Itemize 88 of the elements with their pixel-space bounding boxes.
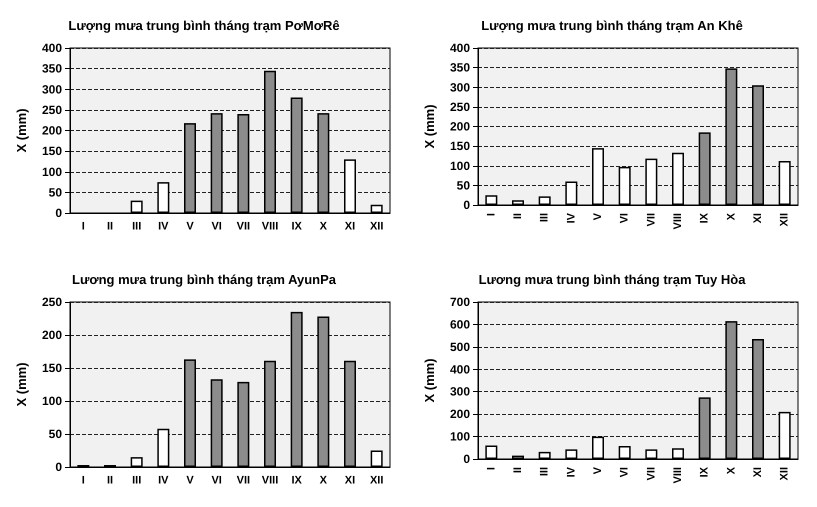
y-axis-title: X (mm) — [14, 108, 29, 153]
x-tick-label: III — [132, 220, 142, 232]
y-tick-label: 50 — [48, 426, 62, 440]
y-tick-label: 250 — [42, 102, 62, 117]
chart-title: Lương mưa trung bình tháng trạm Tuy Hòa — [478, 272, 746, 286]
y-tick-label: 200 — [450, 406, 470, 421]
x-tick-label: VII — [236, 474, 250, 486]
x-tick-label: V — [186, 474, 194, 486]
y-tick-label: 100 — [450, 158, 470, 173]
x-tick-label: IV — [565, 466, 578, 477]
x-tick-label: VI — [618, 466, 631, 477]
y-tick-label: 700 — [450, 294, 470, 308]
x-tick-label: VI — [211, 220, 222, 232]
y-axis-title: X (mm) — [422, 358, 437, 402]
x-tick-label: XI — [344, 220, 356, 232]
y-tick-label: 250 — [42, 294, 62, 308]
x-tick-label: III — [538, 466, 551, 476]
y-tick-label: 50 — [456, 178, 470, 192]
x-tick-label: VIII — [672, 213, 684, 230]
x-tick-label: XII — [370, 220, 384, 232]
x-tick-label: IV — [565, 212, 578, 224]
x-tick-label: VII — [645, 466, 658, 480]
x-tick-label: IV — [158, 220, 170, 232]
x-tick-label: II — [512, 466, 524, 473]
y-tick-label: 100 — [450, 429, 470, 444]
x-tick-label: IX — [291, 220, 303, 232]
y-tick-label: 0 — [463, 452, 470, 466]
x-tick-label: XI — [752, 466, 764, 477]
x-tick-label: X — [320, 220, 328, 232]
x-tick-label: III — [132, 474, 142, 486]
x-tick-label: IX — [698, 466, 711, 477]
x-tick-label: IV — [158, 474, 170, 486]
x-tick-label: X — [725, 212, 738, 220]
x-tick-label: III — [538, 213, 551, 222]
y-tick-label: 200 — [42, 328, 62, 342]
y-tick-label: 600 — [450, 316, 470, 331]
x-tick-label: X — [320, 474, 328, 486]
y-tick-label: 150 — [450, 139, 470, 154]
y-tick-label: 300 — [42, 82, 62, 96]
y-tick-label: 0 — [55, 206, 62, 220]
x-tick-label: II — [512, 213, 524, 220]
x-tick-label: VIII — [262, 474, 278, 486]
x-tick-label: V — [592, 212, 604, 220]
y-tick-label: 200 — [42, 124, 62, 138]
y-tick-label: 400 — [450, 362, 470, 376]
x-tick-label: I — [82, 474, 85, 486]
x-tick-label: II — [106, 474, 114, 486]
x-tick-label: I — [82, 220, 85, 232]
x-tick-label: I — [485, 213, 498, 216]
y-tick-label: 350 — [450, 60, 470, 75]
y-tick-label: 0 — [55, 460, 62, 474]
x-tick-label: V — [592, 466, 604, 474]
x-tick-label: VIII — [672, 466, 684, 484]
x-tick-label: VII — [645, 213, 658, 226]
x-tick-label: XII — [778, 466, 791, 480]
y-tick-label: 500 — [450, 339, 470, 354]
y-tick-label: 300 — [450, 384, 470, 398]
x-tick-label: XI — [344, 474, 356, 486]
chart-title: Lương mưa trung bình tháng trạm AyunPa — [72, 272, 337, 286]
x-tick-label: XII — [778, 213, 791, 226]
y-axis-title: X (mm) — [14, 362, 29, 406]
y-tick-label: 50 — [48, 185, 62, 200]
y-tick-label: 300 — [450, 80, 470, 94]
y-tick-label: 150 — [42, 360, 62, 374]
y-tick-label: 250 — [450, 100, 470, 114]
y-tick-label: 0 — [463, 198, 470, 212]
y-tick-label: 400 — [42, 41, 62, 55]
x-tick-label: XI — [752, 213, 764, 224]
x-tick-label: II — [106, 220, 114, 232]
chart-title: Lượng mưa trung bình tháng trạm PơMơRê — [68, 18, 340, 33]
y-tick-label: 200 — [450, 120, 470, 134]
x-tick-label: IX — [291, 474, 303, 486]
y-tick-label: 100 — [42, 394, 62, 408]
y-tick-label: 400 — [450, 41, 470, 55]
x-tick-label: VII — [236, 220, 250, 232]
x-tick-label: VIII — [262, 220, 278, 232]
y-tick-label: 100 — [42, 164, 62, 179]
y-tick-label: 350 — [42, 62, 62, 76]
x-tick-label: VI — [211, 474, 222, 486]
x-tick-label: X — [725, 466, 738, 474]
y-tick-label: 150 — [42, 144, 62, 158]
x-tick-label: I — [485, 466, 498, 470]
x-tick-label: IX — [698, 212, 711, 224]
chart-title: Lượng mưa trung bình tháng trạm An Khê — [481, 18, 743, 33]
x-tick-label: XII — [370, 474, 384, 486]
y-axis-title: X (mm) — [422, 104, 437, 149]
x-tick-label: V — [186, 220, 194, 232]
x-tick-label: VI — [618, 213, 631, 224]
